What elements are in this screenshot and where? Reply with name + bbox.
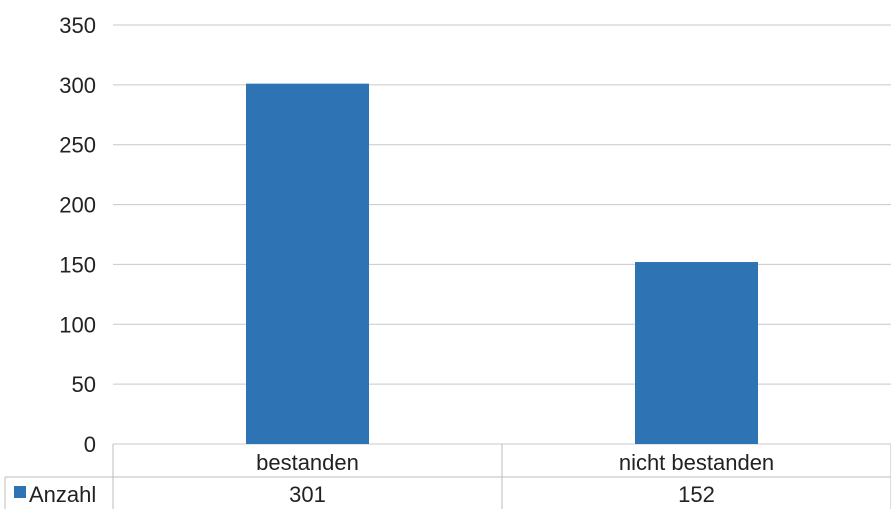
- bars: [246, 83, 758, 444]
- data-table-value: 152: [678, 482, 715, 507]
- y-tick-label: 300: [59, 73, 96, 98]
- y-tick-label: 100: [59, 312, 96, 337]
- legend-label: Anzahl: [29, 482, 96, 507]
- y-tick-label: 0: [84, 432, 96, 457]
- y-tick-label: 250: [59, 133, 96, 158]
- category-label: bestanden: [256, 450, 359, 475]
- y-tick-label: 150: [59, 252, 96, 277]
- category-label: nicht bestanden: [619, 450, 774, 475]
- data-table-value: 301: [289, 482, 326, 507]
- gridlines: [113, 24, 891, 445]
- y-tick-label: 350: [59, 13, 96, 38]
- data-table: bestanden 301 nicht bestanden 152 Anzahl: [4, 444, 891, 509]
- legend-swatch: [14, 486, 26, 498]
- y-axis-tick-labels: 0 50 100 150 200 250 300 350: [59, 13, 96, 457]
- bar-bestanden: [246, 83, 369, 444]
- y-tick-label: 200: [59, 193, 96, 218]
- bar-nicht-bestanden: [635, 262, 758, 444]
- y-tick-label: 50: [72, 372, 96, 397]
